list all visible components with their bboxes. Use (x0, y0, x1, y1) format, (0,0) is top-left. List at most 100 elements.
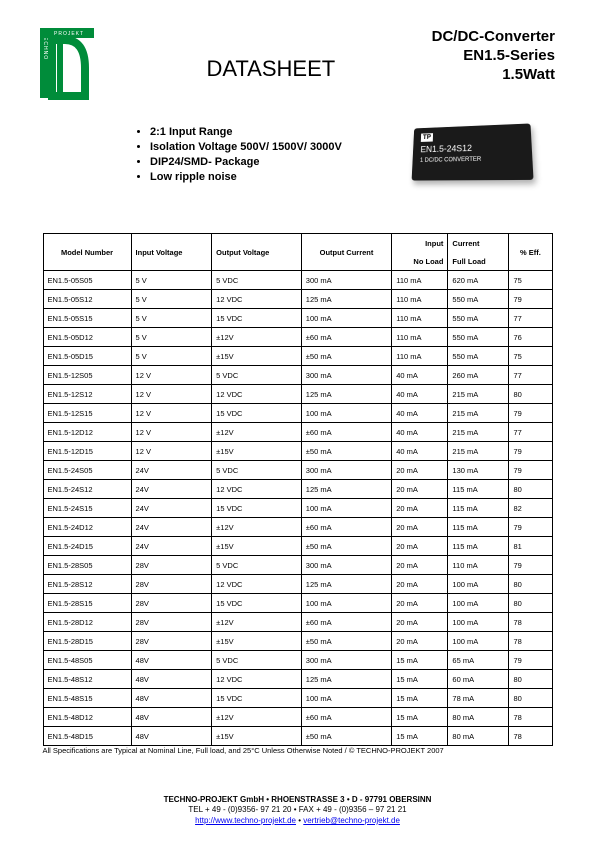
table-cell: 15 mA (392, 727, 448, 746)
table-cell: EN1.5-12S15 (43, 404, 131, 423)
table-cell: 115 mA (448, 537, 509, 556)
table-cell: 5 VDC (212, 556, 302, 575)
table-row: EN1.5-48S0548V5 VDC300 mA15 mA65 mA79 (43, 651, 552, 670)
table-row: EN1.5-24S1524V15 VDC100 mA20 mA115 mA82 (43, 499, 552, 518)
table-row: EN1.5-48D1548V±15V±50 mA15 mA80 mA78 (43, 727, 552, 746)
table-cell: 115 mA (448, 499, 509, 518)
table-cell: 100 mA (301, 309, 391, 328)
col-noload: No Load (392, 252, 448, 271)
table-cell: 78 (509, 632, 552, 651)
table-cell: 24V (131, 480, 212, 499)
table-cell: 60 mA (448, 670, 509, 689)
table-row: EN1.5-48S1548V15 VDC100 mA15 mA78 mA80 (43, 689, 552, 708)
table-cell: EN1.5-12D12 (43, 423, 131, 442)
table-cell: 215 mA (448, 385, 509, 404)
table-cell: 15 mA (392, 708, 448, 727)
table-cell: 550 mA (448, 290, 509, 309)
table-cell: 20 mA (392, 613, 448, 632)
table-cell: 79 (509, 518, 552, 537)
col-input: Input (392, 234, 448, 253)
table-cell: 125 mA (301, 670, 391, 689)
page-title: DATASHEET (110, 28, 432, 82)
table-cell: 110 mA (392, 290, 448, 309)
table-cell: 12 VDC (212, 575, 302, 594)
footer-links: http://www.techno-projekt.de • vertrieb@… (0, 816, 595, 826)
table-cell: 28V (131, 613, 212, 632)
table-cell: 300 mA (301, 271, 391, 290)
table-row: EN1.5-12S1212 V12 VDC125 mA40 mA215 mA80 (43, 385, 552, 404)
table-cell: 5 V (131, 328, 212, 347)
table-cell: 28V (131, 632, 212, 651)
table-cell: 40 mA (392, 423, 448, 442)
table-cell: 48V (131, 708, 212, 727)
table-cell: 28V (131, 594, 212, 613)
table-cell: EN1.5-24S12 (43, 480, 131, 499)
table-row: EN1.5-28D1528V±15V±50 mA20 mA100 mA78 (43, 632, 552, 651)
product-image: EN1.5-24S12 1 DC/DC CONVERTER (412, 123, 534, 180)
table-cell: EN1.5-48S05 (43, 651, 131, 670)
table-cell: 5 VDC (212, 366, 302, 385)
table-cell: 78 (509, 613, 552, 632)
table-cell: 48V (131, 689, 212, 708)
table-cell: ±50 mA (301, 347, 391, 366)
table-row: EN1.5-05S125 V12 VDC125 mA110 mA550 mA79 (43, 290, 552, 309)
table-cell: 80 (509, 575, 552, 594)
table-row: EN1.5-05D125 V±12V±60 mA110 mA550 mA76 (43, 328, 552, 347)
table-cell: 5 VDC (212, 461, 302, 480)
table-row: EN1.5-28D1228V±12V±60 mA20 mA100 mA78 (43, 613, 552, 632)
table-cell: 12 VDC (212, 480, 302, 499)
table-cell: EN1.5-24S15 (43, 499, 131, 518)
table-cell: 620 mA (448, 271, 509, 290)
table-cell: 12 VDC (212, 670, 302, 689)
table-cell: 15 VDC (212, 689, 302, 708)
table-cell: 48V (131, 651, 212, 670)
table-row: EN1.5-12S0512 V5 VDC300 mA40 mA260 mA77 (43, 366, 552, 385)
table-cell: 40 mA (392, 366, 448, 385)
footer-website-link[interactable]: http://www.techno-projekt.de (195, 816, 296, 825)
table-cell: 110 mA (392, 347, 448, 366)
table-row: EN1.5-12D1512 V±15V±50 mA40 mA215 mA79 (43, 442, 552, 461)
product-image-label: EN1.5-24S12 (420, 143, 472, 154)
table-cell: 550 mA (448, 309, 509, 328)
product-power: 1.5Watt (432, 66, 555, 85)
table-row: EN1.5-24D1524V±15V±50 mA20 mA115 mA81 (43, 537, 552, 556)
table-cell: 125 mA (301, 290, 391, 309)
table-cell: 20 mA (392, 518, 448, 537)
table-cell: ±12V (212, 518, 302, 537)
table-cell: 125 mA (301, 480, 391, 499)
table-cell: 100 mA (448, 575, 509, 594)
table-row: EN1.5-24S0524V5 VDC300 mA20 mA130 mA79 (43, 461, 552, 480)
table-cell: 15 VDC (212, 499, 302, 518)
table-cell: EN1.5-05S15 (43, 309, 131, 328)
table-cell: 80 (509, 385, 552, 404)
table-cell: ±15V (212, 537, 302, 556)
table-cell: ±12V (212, 328, 302, 347)
table-cell: 215 mA (448, 423, 509, 442)
table-cell: EN1.5-24D15 (43, 537, 131, 556)
table-cell: 80 mA (448, 708, 509, 727)
footer-email-link[interactable]: vertrieb@techno-projekt.de (303, 816, 400, 825)
table-cell: 15 mA (392, 651, 448, 670)
table-cell: 20 mA (392, 537, 448, 556)
table-cell: 5 V (131, 347, 212, 366)
table-cell: 24V (131, 537, 212, 556)
table-cell: 12 V (131, 385, 212, 404)
table-cell: 300 mA (301, 366, 391, 385)
table-cell: 48V (131, 670, 212, 689)
table-cell: 20 mA (392, 632, 448, 651)
table-cell: ±12V (212, 423, 302, 442)
table-cell: 77 (509, 309, 552, 328)
product-type: DC/DC-Converter (432, 28, 555, 47)
table-row: EN1.5-05S055 V5 VDC300 mA110 mA620 mA75 (43, 271, 552, 290)
table-cell: ±60 mA (301, 423, 391, 442)
table-cell: ±60 mA (301, 518, 391, 537)
col-iout: Output Current (301, 234, 391, 271)
table-cell: 28V (131, 575, 212, 594)
table-cell: 20 mA (392, 594, 448, 613)
table-cell: 24V (131, 461, 212, 480)
table-cell: EN1.5-24D12 (43, 518, 131, 537)
table-cell: EN1.5-28S15 (43, 594, 131, 613)
table-cell: 5 VDC (212, 651, 302, 670)
col-vout: Output Voltage (212, 234, 302, 271)
table-cell: 110 mA (392, 309, 448, 328)
